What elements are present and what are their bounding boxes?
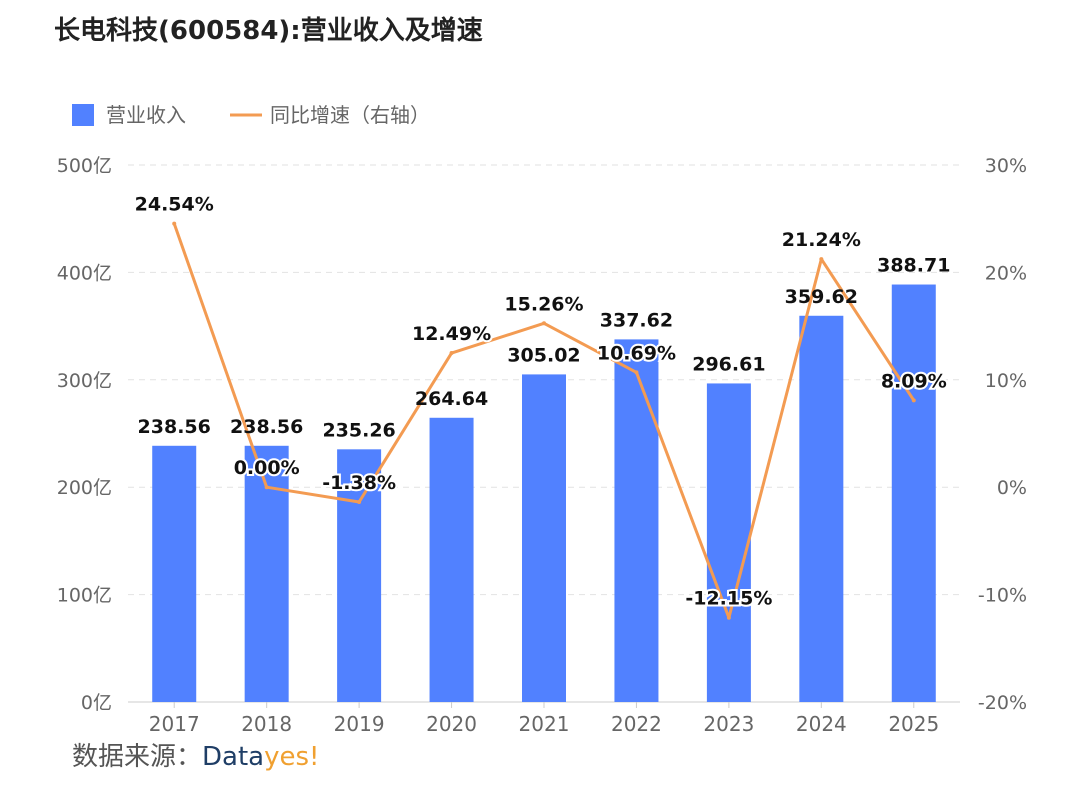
source-brand-yes: yes! xyxy=(264,742,320,772)
bar-value-label: 238.56 xyxy=(230,416,303,438)
line-value-label: 12.49% xyxy=(412,323,491,345)
line-value-label: -12.15% xyxy=(685,588,772,610)
x-tick-label: 2025 xyxy=(888,712,939,736)
bar-value-label: 359.62 xyxy=(785,286,858,308)
line-value-label: -1.38% xyxy=(322,472,396,494)
bar xyxy=(891,284,936,702)
bar xyxy=(522,374,566,702)
left-tick-label: 100亿 xyxy=(57,585,112,607)
x-tick-label: 2017 xyxy=(149,712,200,736)
right-tick-label: -20% xyxy=(978,692,1027,714)
x-tick-label: 2019 xyxy=(334,712,385,736)
bar-value-label: 264.64 xyxy=(415,388,488,410)
line-point xyxy=(449,351,454,356)
line-point xyxy=(634,370,639,375)
legend-line-label: 同比增速（右轴） xyxy=(270,103,430,127)
left-tick-label: 500亿 xyxy=(57,155,112,177)
left-tick-label: 300亿 xyxy=(57,370,112,392)
left-tick-label: 200亿 xyxy=(57,477,112,499)
bar xyxy=(337,449,382,702)
legend: 营业收入 同比增速（右轴） xyxy=(72,103,430,127)
x-tick-label: 2020 xyxy=(426,712,477,736)
bar xyxy=(152,445,197,702)
x-tick-label: 2023 xyxy=(703,712,754,736)
source-brand-data: Data xyxy=(202,742,265,772)
x-tick-label: 2022 xyxy=(611,712,662,736)
bar-value-label: 388.71 xyxy=(877,255,950,277)
left-axis: 0亿 100亿 200亿 300亿 400亿 500亿 xyxy=(57,155,112,714)
bar-series xyxy=(152,284,936,702)
line-point xyxy=(172,221,177,226)
bar-value-label: 305.02 xyxy=(507,344,580,366)
bar xyxy=(614,339,659,702)
x-tick-label: 2018 xyxy=(241,712,292,736)
bar-value-label: 296.61 xyxy=(692,353,765,375)
line-point xyxy=(819,257,824,262)
line-point xyxy=(911,398,916,403)
bar xyxy=(706,383,751,702)
right-tick-label: 30% xyxy=(985,155,1027,177)
right-tick-label: -10% xyxy=(978,585,1027,607)
line-value-label: 8.09% xyxy=(881,370,947,392)
line-series xyxy=(172,221,916,620)
bar-labels: 238.56 238.56 235.26 264.64 305.02 337.62 296.… xyxy=(138,255,951,442)
right-tick-label: 20% xyxy=(985,262,1027,284)
legend-bar-swatch xyxy=(72,104,94,126)
line-value-label: 21.24% xyxy=(782,229,861,251)
line-labels: 24.54% 0.00% -1.38% 12.49% 15.26% 10.69% -12.1… xyxy=(133,192,949,612)
x-tick-label: 2021 xyxy=(519,712,570,736)
right-tick-label: 0% xyxy=(997,477,1027,499)
bar xyxy=(799,315,844,702)
bar-value-label: 337.62 xyxy=(600,309,673,331)
line-point xyxy=(264,485,269,490)
legend-bar-label: 营业收入 xyxy=(106,103,186,127)
right-axis: -20% -10% 0% 10% 20% 30% xyxy=(978,155,1027,714)
chart-title: 长电科技(600584):营业收入及增速 xyxy=(54,16,483,46)
source-label: 数据来源： xyxy=(72,742,203,772)
x-axis: 2017 2018 2019 2020 2021 2022 2023 2024 2025 xyxy=(149,702,939,736)
line-value-label: 24.54% xyxy=(135,194,214,216)
bar-value-label: 235.26 xyxy=(322,419,395,441)
x-tick-label: 2024 xyxy=(796,712,847,736)
left-tick-label: 0亿 xyxy=(81,692,112,714)
line-point xyxy=(542,321,546,326)
line-value-label: 0.00% xyxy=(234,457,300,479)
line-value-label: 15.26% xyxy=(504,293,583,315)
bar xyxy=(429,417,474,702)
line-value-label: 10.69% xyxy=(597,342,676,364)
left-tick-label: 400亿 xyxy=(57,262,112,284)
bar-value-label: 238.56 xyxy=(138,416,211,438)
line-point xyxy=(357,500,362,505)
line-point xyxy=(726,615,731,620)
right-tick-label: 10% xyxy=(985,370,1027,392)
data-source: 数据来源：Datayes! xyxy=(72,736,319,773)
